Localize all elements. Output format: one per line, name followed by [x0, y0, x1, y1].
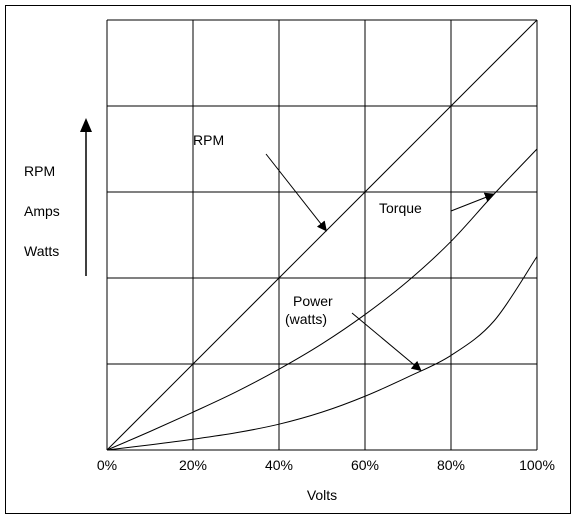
x-tick-label: 60% — [351, 457, 379, 473]
annotation-rpm-label: RPM — [193, 132, 224, 148]
x-axis-label: Volts — [307, 487, 337, 503]
x-tick-labels: 0% 20% 40% 60% 80% 100% — [97, 457, 555, 473]
annotation-power-arrow — [351, 312, 422, 372]
annotation-power-label: Power (watts) — [285, 293, 333, 327]
x-tick-label: 80% — [437, 457, 465, 473]
y-axis-label: RPM — [24, 163, 55, 179]
x-tick-label: 20% — [179, 457, 207, 473]
grid — [106, 19, 538, 451]
x-tick-label: 0% — [97, 457, 117, 473]
y-axis-labels: RPM Amps Watts — [24, 118, 92, 276]
series-power-line — [106, 256, 538, 451]
series-layer — [106, 19, 538, 451]
y-axis-label: Amps — [24, 203, 60, 219]
chart-frame — [5, 5, 571, 514]
y-axis-label: Watts — [24, 243, 59, 259]
annotations: RPM Torque Power (watts) — [193, 132, 495, 372]
series-torque-line — [106, 148, 538, 451]
series-rpm-line — [106, 19, 538, 451]
annotation-rpm-arrow — [265, 153, 327, 232]
annotation-torque-arrow — [450, 192, 495, 212]
x-tick-label: 40% — [265, 457, 293, 473]
x-tick-label: 100% — [519, 457, 555, 473]
annotation-torque-label: Torque — [379, 200, 422, 216]
y-axis-arrowhead — [80, 118, 92, 132]
